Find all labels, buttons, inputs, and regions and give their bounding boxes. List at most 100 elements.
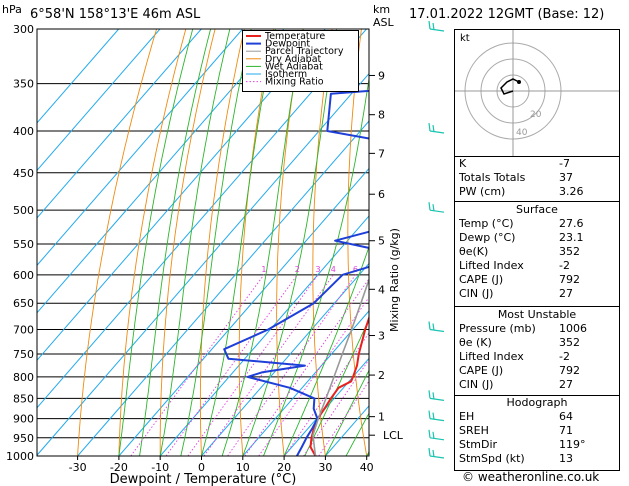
mixing-ratio-label: 3 (315, 265, 320, 274)
surface-title: Surface (516, 203, 558, 216)
surface-li-label: Lifted Index (459, 259, 524, 272)
wind-barb-staff (429, 209, 445, 213)
wind-barb-flag (428, 122, 431, 132)
height-tick-label: 4 (378, 283, 385, 296)
height-tick-label: 1 (378, 411, 385, 424)
wet-adiabat-line (118, 29, 194, 456)
dry-adiabat-line (159, 29, 216, 456)
mixing-ratio-label: 15 (404, 265, 414, 274)
index-value: 3.26 (559, 185, 584, 198)
hodo-stmspd-value: 13 (559, 452, 573, 465)
surface-theta-value: 352 (559, 245, 580, 258)
wind-barb (428, 202, 445, 213)
height-unit-label-asl: ASL (373, 16, 394, 29)
mu-title: Most Unstable (497, 308, 577, 321)
wind-barb-flag (432, 449, 435, 458)
dry-adiabat-line (347, 29, 368, 456)
wind-barb-flag (428, 390, 431, 399)
wind-barb-staff (429, 437, 445, 441)
mixing-ratio-label: 4 (331, 265, 336, 274)
profile-line-dewpoint (223, 89, 369, 456)
wet-adiabat-line (304, 318, 369, 456)
mu-cape-value: 792 (559, 364, 580, 377)
hodograph-unit: kt (460, 33, 470, 44)
wind-barb-flag (432, 392, 435, 400)
isotherm-line (201, 262, 369, 456)
wind-barb (428, 20, 445, 32)
x-axis-label: Dewpoint / Temperature (°C) (110, 472, 297, 486)
wet-adiabat-line (139, 29, 212, 456)
wind-barb-staff (429, 455, 445, 459)
isotherm-line (37, 29, 243, 267)
wet-adiabat-line (180, 29, 252, 456)
surface-temp-label: Temp (°C) (459, 217, 514, 230)
location-title: 6°58'N 158°13'E 46m ASL (30, 7, 201, 22)
legend-label: Dewpoint (265, 39, 310, 50)
surface-dewp-label: Dewp (°C) (459, 231, 516, 244)
dry-adiabat-line (276, 29, 304, 456)
wind-barb (428, 429, 445, 441)
isotherm-line (37, 29, 326, 362)
isotherm-line (37, 72, 369, 456)
index-value: -7 (559, 157, 570, 170)
hodo-title: Hodograph (506, 396, 568, 409)
wind-barb-flag (428, 447, 431, 457)
mixing-ratio-line (244, 278, 369, 456)
hodo-stmspd-label: StmSpd (kt) (459, 452, 525, 465)
wind-barb-flag (432, 22, 435, 31)
height-tick-label: 5 (378, 235, 385, 248)
mixing-ratio-label: 20 (422, 265, 432, 274)
surface-panel: Surface Temp (°C) 27.6 Dewp (°C) 23.1 θe(K… (454, 201, 620, 307)
wind-barb-staff (429, 328, 445, 333)
mixing-ratio-label: 6 (353, 265, 358, 274)
hodograph-ring-label: 40 (516, 128, 528, 138)
wet-adiabat-line (201, 29, 276, 456)
isotherm-line (118, 167, 369, 456)
mixing-ratio-label: 2 (295, 265, 300, 274)
wind-barb (428, 447, 445, 459)
dry-adiabat-line (625, 29, 629, 456)
mu-pressure-value: 1006 (559, 322, 587, 335)
temperature-tick-label: -20 (110, 461, 128, 474)
most-unstable-panel: Most Unstable Pressure (mb) 1006 θe (K) 35… (454, 306, 620, 396)
mixing-ratio-line (284, 332, 369, 456)
isotherm-line (37, 29, 161, 172)
wind-barb-flag (428, 202, 431, 211)
pressure-unit-label: hPa (2, 3, 22, 16)
wind-barb (428, 122, 445, 134)
lcl-label: LCL (383, 429, 404, 442)
mixing-ratio-line (303, 358, 369, 456)
surface-cape-value: 792 (559, 273, 580, 286)
hodo-stmdir-value: 119° (559, 438, 586, 451)
dry-adiabat-line (238, 29, 275, 456)
pressure-tick-label: 350 (13, 78, 34, 91)
mu-li-value: -2 (559, 350, 570, 363)
hodo-stmdir-label: StmDir (459, 438, 498, 451)
hodo-sreh-label: SREH (459, 424, 489, 437)
legend: Temperature Dewpoint Parcel Trajectory Dry … (242, 30, 359, 92)
surface-temp-value: 27.6 (559, 217, 584, 230)
mixing-ratio-label: 1 (261, 265, 266, 274)
height-tick-label: 3 (378, 330, 385, 343)
isotherm-line (77, 120, 369, 456)
legend-label: Temperature (264, 31, 325, 42)
surface-dewp-value: 23.1 (559, 231, 584, 244)
pressure-tick-label: 750 (13, 348, 34, 361)
wind-barb (428, 321, 445, 333)
mixing-ratio-line (130, 274, 265, 456)
pressure-tick-label: 950 (13, 432, 34, 445)
index-label: PW (cm) (459, 185, 506, 198)
hodograph: kt 20 40 (454, 29, 620, 165)
legend-label: Parcel Trajectory (265, 46, 344, 57)
copyright: © weatheronline.co.uk (462, 470, 600, 484)
height-tick-label: 6 (378, 188, 385, 201)
mu-cape-label: CAPE (J) (459, 364, 504, 377)
index-label: Totals Totals (459, 171, 526, 184)
indices-panel: K -7 Totals Totals 37 PW (cm) 3.26 (454, 156, 620, 202)
mu-pressure-label: Pressure (mb) (459, 322, 536, 335)
dry-adiabat-line (312, 29, 333, 456)
pressure-tick-label: 550 (13, 238, 34, 251)
